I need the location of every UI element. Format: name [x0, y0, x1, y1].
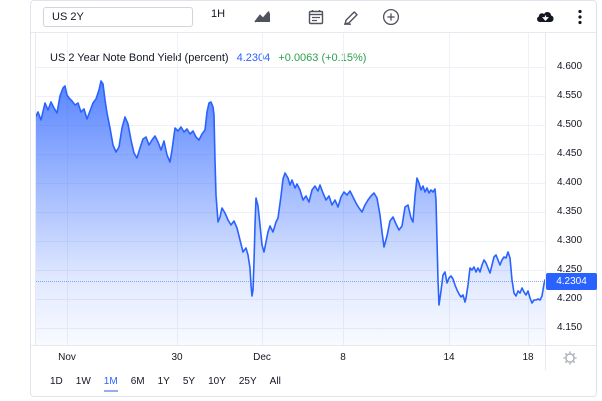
price-tick-label: 4.600 [557, 61, 583, 72]
v-gridline [528, 33, 529, 345]
range-button-5y[interactable]: 5Y [182, 376, 196, 387]
range-selector: 1D 1W 1M 6M 1Y 5Y 10Y 25Y All [50, 376, 281, 392]
price-axis-border [545, 33, 546, 370]
time-tick-label: Nov [58, 352, 76, 363]
range-button-6m[interactable]: 6M [130, 376, 145, 387]
time-tick-label: 30 [171, 352, 183, 363]
price-area-chart[interactable] [35, 32, 545, 345]
header-divider [31, 32, 596, 33]
range-button-1d[interactable]: 1D [50, 376, 63, 387]
series-title: US 2 Year Note Bond Yield (percent) [50, 52, 229, 64]
time-tick-label: 18 [522, 352, 534, 363]
draw-icon[interactable] [341, 7, 360, 26]
v-gridline [449, 33, 450, 345]
symbol-search-input[interactable]: US 2Y [43, 7, 193, 27]
time-axis-border [31, 345, 596, 346]
price-tick-label: 4.200 [557, 293, 583, 304]
chart-style-icon[interactable] [253, 7, 272, 26]
chart-legend: US 2 Year Note Bond Yield (percent) 4.23… [50, 52, 366, 64]
price-tick-label: 4.400 [557, 177, 583, 188]
h-gridline [36, 96, 545, 97]
price-tick-label: 4.350 [557, 206, 583, 217]
price-tick-label: 4.250 [557, 264, 583, 275]
settings-gear-icon[interactable] [563, 351, 577, 370]
v-gridline [262, 33, 263, 345]
time-tick-label: Dec [253, 352, 271, 363]
compare-plus-icon[interactable] [381, 7, 400, 26]
price-tick-label: 4.150 [557, 322, 583, 333]
time-tick-label: 14 [443, 352, 455, 363]
price-tick-label: 4.450 [557, 148, 583, 159]
interval-button[interactable]: 1H [211, 8, 226, 20]
current-price-line [36, 281, 545, 283]
price-change: +0.0063 (+0.15%) [278, 52, 367, 64]
range-button-all[interactable]: All [269, 376, 281, 387]
h-gridline [36, 67, 545, 68]
price-tick-label: 4.300 [557, 235, 583, 246]
h-gridline [36, 154, 545, 155]
range-button-1m[interactable]: 1M [103, 376, 118, 392]
range-button-10y[interactable]: 10Y [208, 376, 226, 387]
calendar-icon[interactable] [306, 7, 325, 26]
more-menu-icon[interactable] [570, 7, 589, 26]
price-tick-label: 4.550 [557, 90, 583, 101]
download-cloud-icon[interactable] [536, 7, 555, 26]
h-gridline [36, 125, 545, 126]
range-button-25y[interactable]: 25Y [238, 376, 257, 387]
range-button-1w[interactable]: 1W [75, 376, 91, 387]
v-gridline [343, 33, 344, 345]
price-tick-label: 4.500 [557, 119, 583, 130]
current-price-tag: 4.2304 [546, 272, 597, 290]
time-tick-label: 8 [340, 352, 346, 363]
plot-left-border [35, 33, 36, 345]
range-button-1y[interactable]: 1Y [157, 376, 170, 387]
last-price: 4.2304 [236, 52, 271, 64]
